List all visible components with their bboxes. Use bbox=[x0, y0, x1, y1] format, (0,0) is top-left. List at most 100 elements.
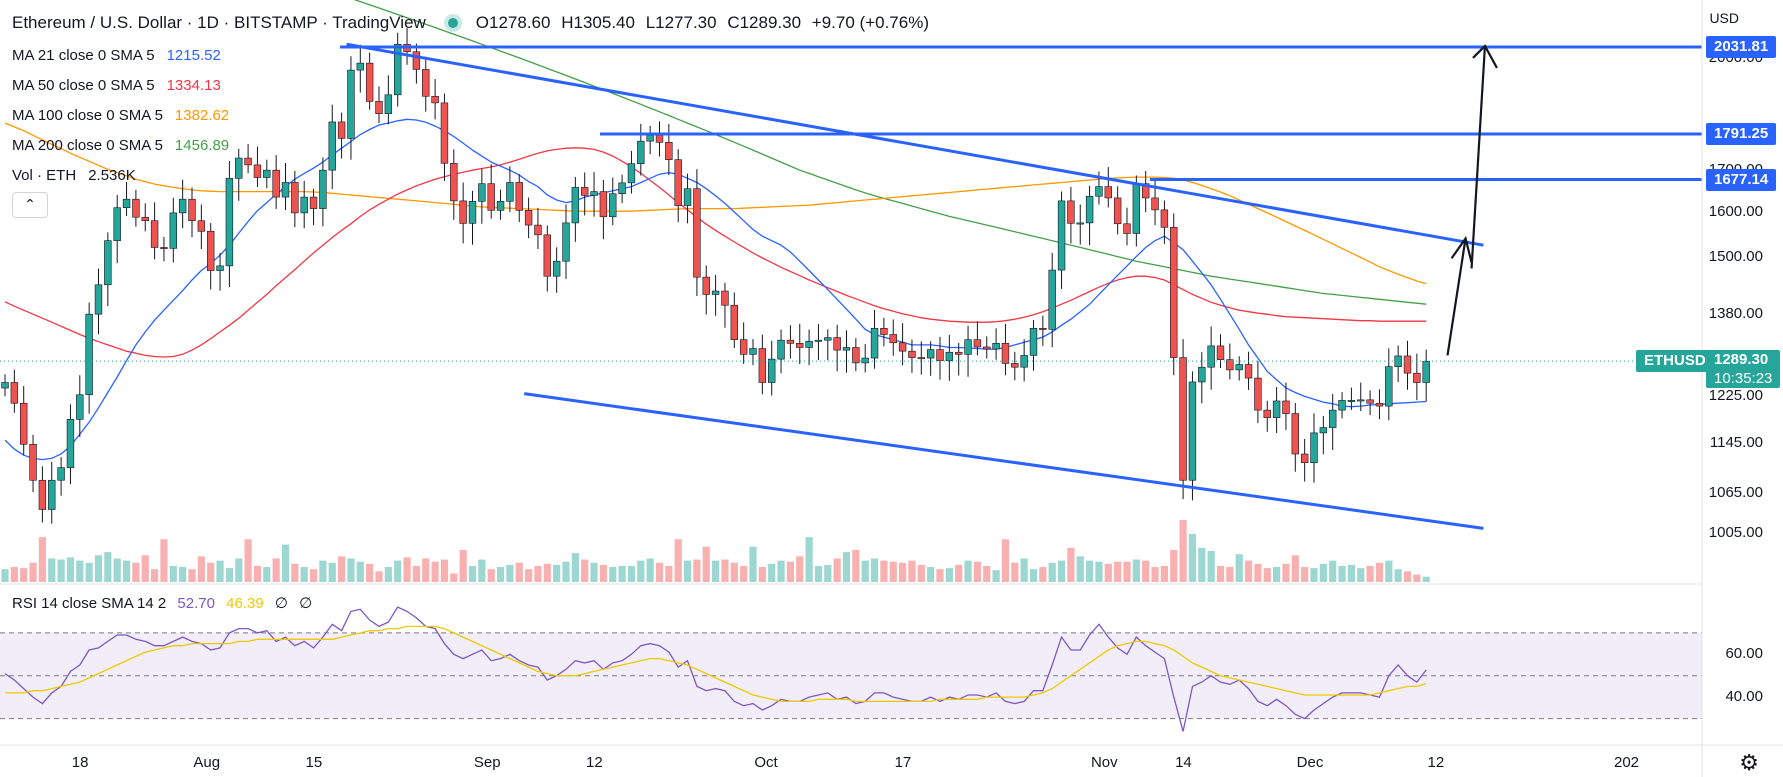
volume-bar bbox=[730, 562, 738, 582]
candle-body bbox=[487, 183, 495, 211]
candle-body bbox=[543, 234, 552, 277]
volume-bar bbox=[655, 562, 664, 582]
candle-body bbox=[1282, 400, 1290, 414]
gear-icon[interactable]: ⚙ bbox=[1739, 750, 1759, 775]
candle-body bbox=[309, 196, 318, 209]
time-axis-label: Sep bbox=[473, 754, 501, 771]
market-status-icon bbox=[447, 18, 458, 28]
volume-bar bbox=[244, 539, 252, 582]
price-axis-label: 1380.00 bbox=[1708, 305, 1763, 323]
trendlines[interactable] bbox=[346, 42, 1484, 530]
volume-bar bbox=[1123, 561, 1131, 582]
indicator-label: MA 100 close 0 SMA 5 bbox=[12, 107, 163, 124]
volume-bar bbox=[263, 567, 271, 582]
volume-bar bbox=[814, 565, 823, 582]
volume-bar bbox=[169, 565, 177, 582]
rsi-extra-2: ∅ bbox=[299, 595, 313, 612]
volume-bar bbox=[702, 546, 710, 582]
rsi-pane bbox=[0, 606, 1702, 732]
currency-selector[interactable]: USD bbox=[1709, 10, 1739, 26]
volume-bar bbox=[48, 558, 56, 582]
volume-bar bbox=[543, 563, 551, 582]
volume-bar bbox=[1394, 569, 1402, 582]
indicator-ma100[interactable]: MA 100 close 0 SMA 5 1382.62 bbox=[12, 101, 935, 131]
candle-body bbox=[1366, 399, 1374, 404]
volume-bar bbox=[1142, 560, 1150, 582]
candle-body bbox=[169, 212, 177, 249]
volume-bar bbox=[459, 549, 467, 582]
candle-body bbox=[1310, 432, 1318, 463]
volume-bar bbox=[609, 567, 617, 582]
volume-bar bbox=[1235, 554, 1243, 582]
candle-body bbox=[1319, 427, 1328, 434]
indicator-label: Vol · ETH bbox=[12, 167, 77, 184]
ohlc-values: O1278.60 H1305.40 L1277.30 C1289.30 +9.7… bbox=[476, 12, 935, 34]
candle-body bbox=[1263, 409, 1271, 418]
volume-bar bbox=[338, 556, 346, 582]
candle-body bbox=[422, 69, 430, 97]
indicator-volume[interactable]: Vol · ETH 2.536K bbox=[12, 161, 935, 191]
volume-bar bbox=[160, 539, 168, 582]
candle-body bbox=[833, 337, 841, 351]
symbol-title[interactable]: Ethereum / U.S. Dollar · 1D · BITSTAMP ·… bbox=[12, 13, 426, 32]
volume-bar bbox=[1403, 571, 1412, 582]
candle-body bbox=[1422, 360, 1430, 383]
candle-body bbox=[225, 178, 234, 267]
indicator-ma21[interactable]: MA 21 close 0 SMA 5 1215.52 bbox=[12, 41, 935, 71]
volume-bar bbox=[553, 564, 561, 582]
volume-bar bbox=[319, 560, 327, 582]
candle-body bbox=[515, 182, 523, 211]
candle-body bbox=[1039, 328, 1047, 330]
volume-bar bbox=[20, 568, 28, 582]
volume-bar bbox=[235, 558, 243, 582]
candle-body bbox=[38, 479, 47, 510]
candle-body bbox=[1272, 400, 1281, 418]
volume-bar bbox=[94, 555, 103, 582]
collapse-legend-button[interactable]: ⌃ bbox=[12, 192, 48, 218]
candle-body bbox=[328, 121, 336, 171]
candle-body bbox=[983, 346, 991, 350]
time-axis-label: 18 bbox=[71, 754, 89, 771]
volume-bar bbox=[151, 569, 159, 582]
candle-body bbox=[150, 220, 159, 248]
volume-bar bbox=[927, 567, 935, 582]
candle-body bbox=[852, 347, 860, 364]
candle-body bbox=[880, 328, 888, 335]
volume-bar bbox=[179, 567, 187, 582]
time-axis-label: 12 bbox=[586, 754, 603, 771]
indicator-ma50[interactable]: MA 50 close 0 SMA 5 1334.13 bbox=[12, 71, 935, 101]
volume-bar bbox=[852, 549, 860, 582]
candle-body bbox=[1011, 363, 1019, 368]
candle-body bbox=[796, 342, 804, 348]
volume-bar bbox=[225, 568, 233, 582]
time-axis-label: 202 bbox=[1614, 754, 1640, 771]
time-axis-label: Aug bbox=[193, 754, 221, 771]
bar-countdown: 10:35:23 bbox=[1714, 370, 1773, 388]
horizontal-levels[interactable] bbox=[0, 45, 1702, 362]
indicator-value: 1456.89 bbox=[174, 137, 230, 154]
candle-body bbox=[1254, 377, 1262, 411]
volume-bar bbox=[842, 552, 851, 582]
rsi-legend[interactable]: RSI 14 close SMA 14 2 52.70 46.39 ∅ ∅ bbox=[12, 594, 319, 612]
candle-body bbox=[94, 284, 103, 315]
volume-bar bbox=[422, 558, 430, 582]
candle-body bbox=[244, 157, 252, 166]
candle-body bbox=[10, 382, 19, 404]
indicator-ma200[interactable]: MA 200 close 0 SMA 5 1456.89 bbox=[12, 131, 935, 161]
candle-body bbox=[291, 182, 299, 214]
volume-bar bbox=[85, 562, 93, 582]
candle-body bbox=[1207, 345, 1215, 368]
candle-body bbox=[188, 198, 196, 222]
projection-arrows[interactable] bbox=[1446, 44, 1498, 356]
volume-bar bbox=[366, 563, 374, 582]
candle-body bbox=[337, 121, 346, 139]
candle-body bbox=[898, 342, 907, 352]
candle-body bbox=[1048, 269, 1056, 330]
volume-bar bbox=[122, 560, 131, 582]
volume-bar bbox=[1385, 560, 1393, 582]
rsi-sma-line bbox=[5, 625, 1427, 703]
volume-bar bbox=[693, 559, 701, 582]
candle-body bbox=[1394, 355, 1402, 367]
volume-bar bbox=[29, 562, 37, 582]
